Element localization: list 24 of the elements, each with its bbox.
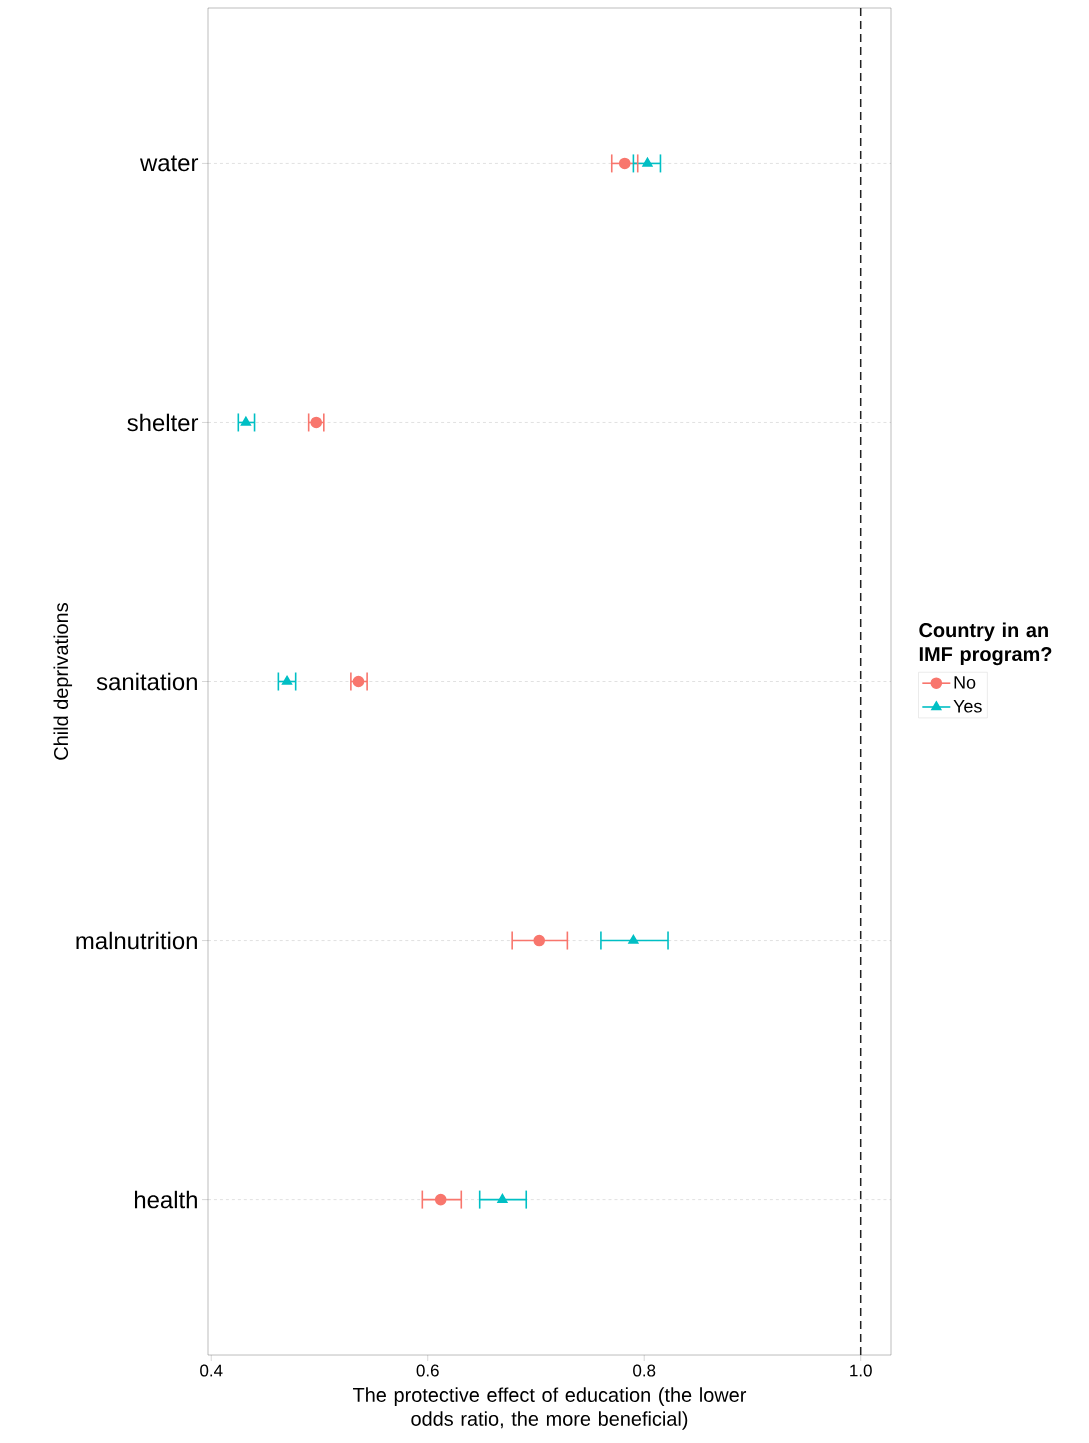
legend-label: Yes	[953, 700, 982, 713]
point	[434, 1193, 447, 1206]
y-tick-label: sanitation	[96, 672, 197, 691]
x-tick-label: 1.0	[850, 1364, 872, 1377]
y-tick-label: malnutrition	[76, 931, 197, 950]
x-tick-label: 0.8	[633, 1364, 656, 1377]
point	[281, 675, 293, 685]
point	[240, 416, 252, 426]
point	[352, 675, 365, 688]
y-tick-label: water	[139, 155, 199, 172]
x-tick-label: 0.6	[416, 1364, 439, 1377]
point	[618, 157, 631, 170]
point	[533, 934, 546, 947]
x-axis-title: The protective effect of education (the lower odds ratio, the more beneficial)	[353, 1387, 747, 1430]
y-tick-label: shelter	[127, 413, 199, 432]
point	[310, 416, 323, 429]
legend-label: No	[954, 676, 976, 689]
point	[628, 934, 639, 944]
point	[497, 1193, 508, 1203]
x-tick-label: 0.4	[200, 1364, 223, 1377]
point	[642, 157, 653, 167]
y-axis-title: Child deprivations	[53, 603, 73, 760]
y-tick-label: health	[134, 1190, 197, 1209]
legend-title: Country in an IMF program?	[919, 622, 1052, 666]
